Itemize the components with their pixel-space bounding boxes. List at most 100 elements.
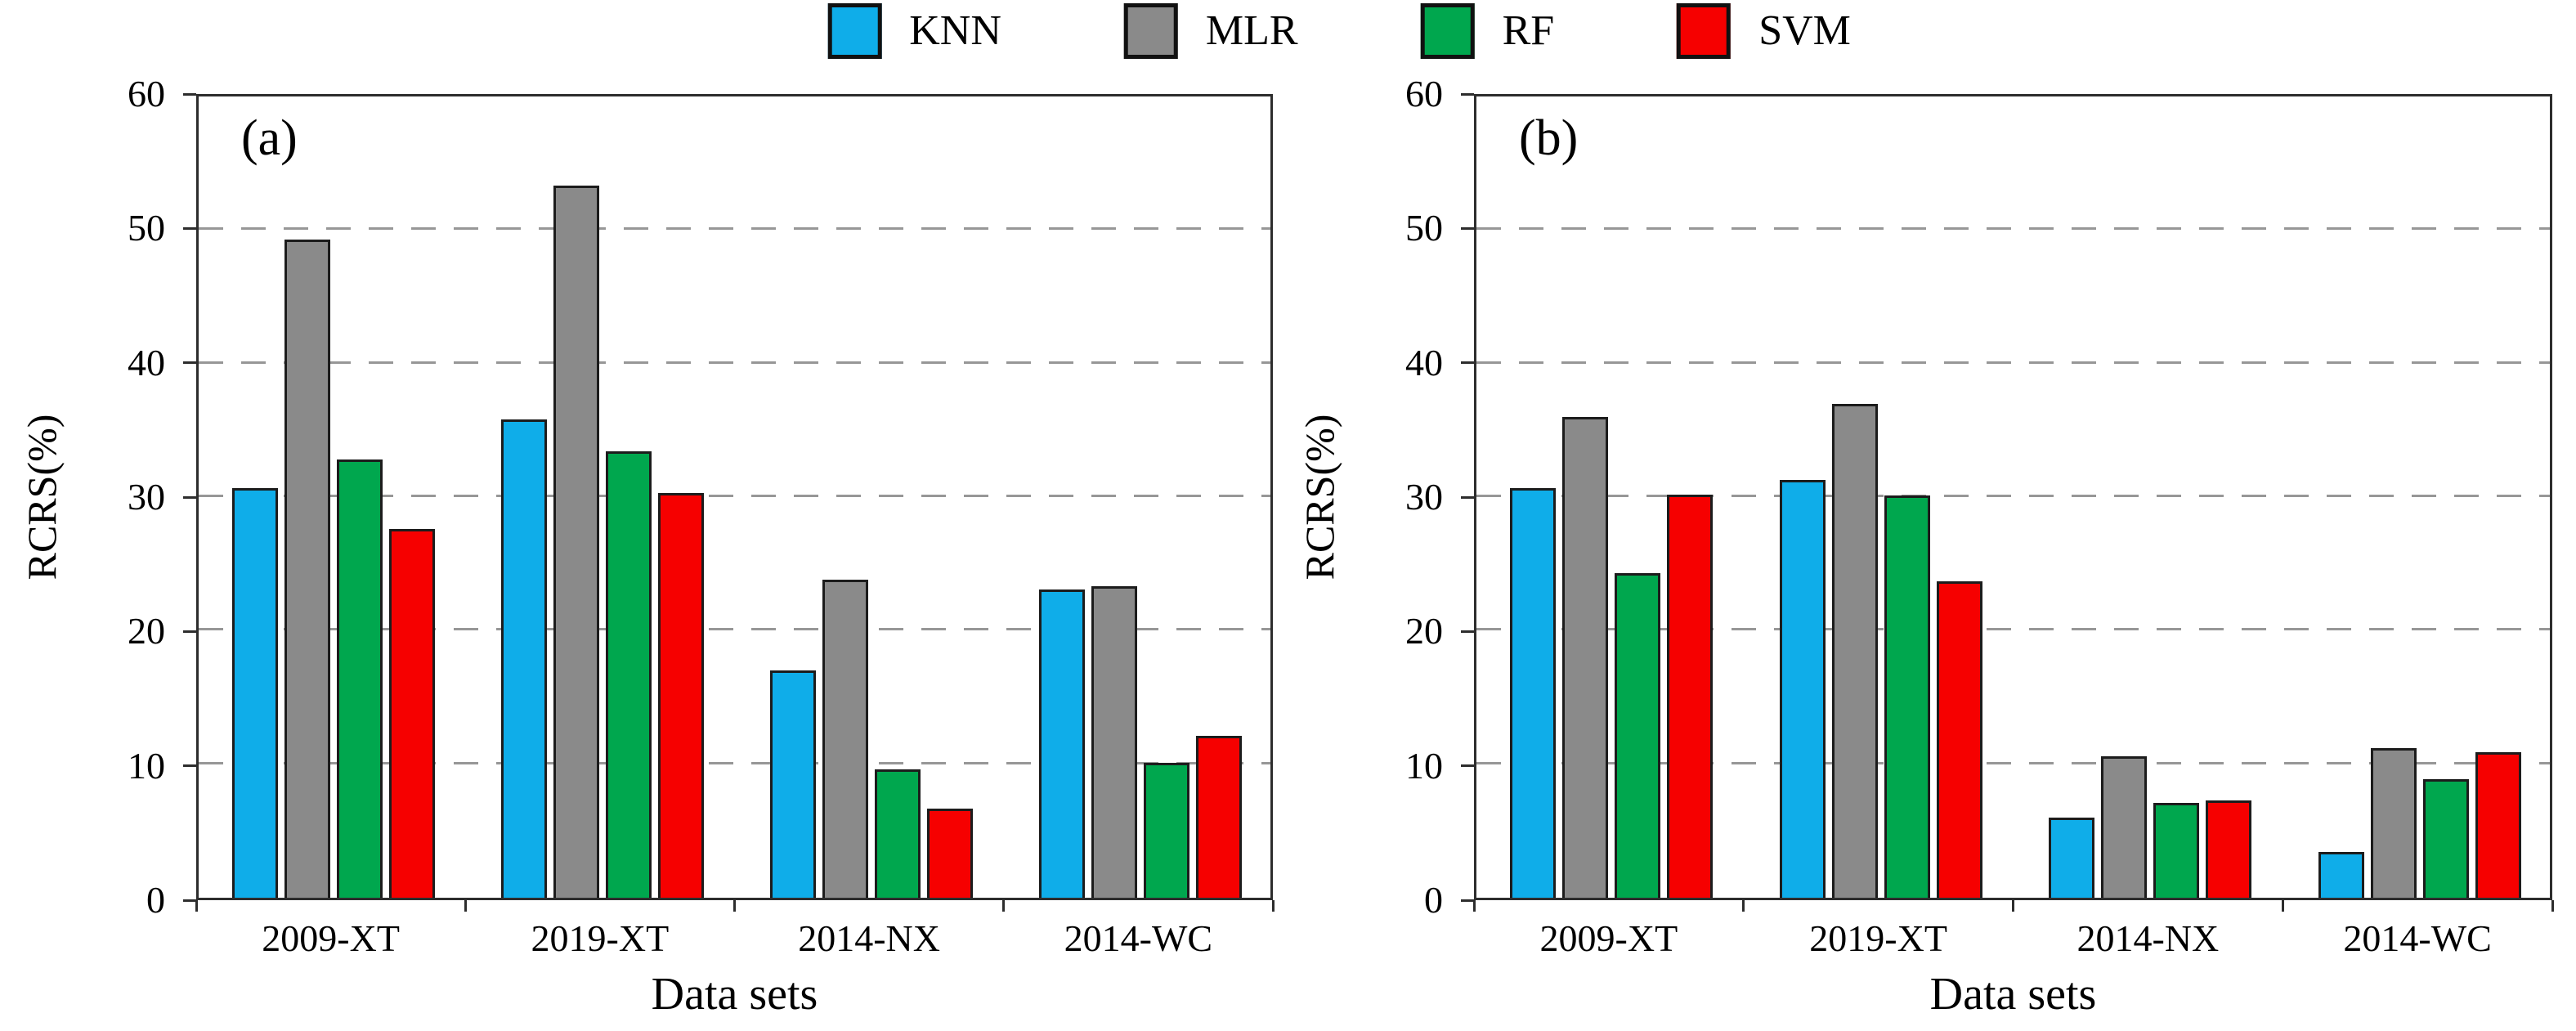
bar-knn-2014-NX — [2049, 818, 2095, 898]
y-tick-label-0: 0 — [146, 879, 165, 921]
bar-knn-2009-XT — [1509, 487, 1556, 898]
y-tick-label-10: 10 — [1405, 744, 1443, 787]
y-tick-label-40: 40 — [1405, 341, 1443, 383]
x-tick-label-2014-WC: 2014-WC — [2343, 917, 2492, 959]
plot-area-b: (b) — [1474, 94, 2552, 900]
bar-rf-2019-XT — [605, 451, 652, 898]
gridline-40 — [1476, 361, 2550, 364]
gridline-20 — [1476, 628, 2550, 631]
x-tick-4 — [2551, 900, 2554, 912]
x-tick-4 — [1271, 900, 1275, 912]
x-tick-label-2014-NX: 2014-NX — [798, 917, 940, 959]
y-tick-label-0: 0 — [1424, 879, 1443, 921]
bar-mlr-2019-XT — [553, 186, 599, 898]
x-tick-label-2009-XT: 2009-XT — [1539, 917, 1678, 959]
gridline-50 — [1476, 227, 2550, 231]
x-tick-2 — [2012, 900, 2014, 912]
bar-knn-2009-XT — [231, 487, 278, 898]
y-tick-label-20: 20 — [128, 610, 165, 652]
y-tick-10 — [1461, 764, 1474, 768]
gridline-50 — [199, 227, 1270, 231]
legend: KNN MLR RF SVM — [827, 3, 1851, 59]
bar-rf-2009-XT — [336, 459, 383, 898]
x-tick-label-2014-WC: 2014-WC — [1064, 917, 1213, 959]
legend-item-svm: SVM — [1677, 3, 1851, 59]
bar-mlr-2009-XT — [1561, 417, 1608, 898]
bar-knn-2019-XT — [1779, 479, 1826, 898]
y-tick-10 — [183, 764, 196, 768]
x-tick-label-2019-XT: 2019-XT — [1809, 917, 1947, 959]
legend-swatch-mlr — [1123, 3, 1178, 59]
plot-area-a: (a) — [196, 94, 1273, 900]
y-tick-0 — [1461, 899, 1474, 902]
bar-knn-2014-WC — [2318, 852, 2365, 898]
x-tick-label-2014-NX: 2014-NX — [2076, 917, 2220, 959]
gridline-20 — [199, 628, 1270, 631]
legend-item-rf: RF — [1420, 3, 1555, 59]
bar-svm-2014-NX — [2206, 800, 2252, 898]
bar-svm-2014-WC — [1196, 736, 1243, 898]
x-tick-1 — [1742, 900, 1745, 912]
gridline-10 — [1476, 761, 2550, 764]
y-tick-label-30: 30 — [1405, 476, 1443, 518]
y-tick-label-60: 60 — [1405, 73, 1443, 114]
y-tick-60 — [183, 92, 196, 96]
y-axis-title: RCRS(%) — [1297, 414, 1342, 580]
panel-label: (b) — [1519, 110, 1579, 166]
y-tick-30 — [1461, 495, 1474, 499]
y-tick-label-30: 30 — [128, 476, 165, 518]
x-tick-0 — [1472, 900, 1476, 912]
gridline-10 — [199, 761, 1270, 764]
x-tick-3 — [2281, 900, 2284, 912]
y-tick-50 — [183, 226, 196, 230]
y-tick-0 — [183, 899, 196, 902]
bar-svm-2014-NX — [927, 808, 974, 898]
legend-swatch-knn — [827, 3, 882, 59]
y-tick-30 — [183, 495, 196, 499]
x-axis-title: Data sets — [651, 969, 818, 1020]
y-tick-label-50: 50 — [128, 207, 165, 249]
gridline-40 — [199, 361, 1270, 364]
legend-label: RF — [1502, 7, 1555, 54]
bar-mlr-2014-NX — [2101, 755, 2148, 898]
x-tick-label-2019-XT: 2019-XT — [531, 917, 670, 959]
bar-rf-2014-NX — [2153, 803, 2200, 898]
y-axis-title: RCRS(%) — [19, 414, 65, 580]
bar-rf-2014-WC — [1144, 763, 1190, 898]
legend-item-mlr: MLR — [1123, 3, 1298, 59]
y-tick-20 — [1461, 630, 1474, 633]
y-tick-label-60: 60 — [128, 73, 165, 114]
y-tick-label-40: 40 — [128, 341, 165, 383]
bar-svm-2019-XT — [1936, 580, 1982, 898]
x-tick-0 — [195, 900, 198, 912]
legend-swatch-rf — [1420, 3, 1475, 59]
bar-rf-2014-NX — [875, 769, 921, 898]
gridline-30 — [199, 495, 1270, 497]
legend-swatch-svm — [1677, 3, 1732, 59]
y-tick-20 — [183, 630, 196, 633]
bar-svm-2019-XT — [657, 493, 704, 898]
bar-knn-2014-NX — [770, 670, 817, 898]
y-tick-label-10: 10 — [128, 744, 165, 787]
bar-svm-2014-WC — [2475, 751, 2522, 898]
panel-label: (a) — [241, 110, 298, 166]
bar-mlr-2009-XT — [284, 239, 330, 898]
bar-mlr-2014-WC — [1091, 586, 1138, 898]
bar-svm-2009-XT — [1666, 494, 1713, 898]
x-tick-3 — [1002, 900, 1006, 912]
legend-item-knn: KNN — [827, 3, 1001, 59]
bar-mlr-2014-NX — [822, 580, 869, 898]
bar-rf-2019-XT — [1884, 495, 1930, 898]
bar-rf-2009-XT — [1614, 573, 1660, 898]
y-tick-label-50: 50 — [1405, 207, 1443, 249]
bar-knn-2014-WC — [1039, 589, 1086, 898]
y-tick-40 — [1461, 361, 1474, 365]
bar-svm-2009-XT — [388, 529, 435, 898]
legend-label: MLR — [1205, 7, 1298, 54]
y-tick-label-20: 20 — [1405, 610, 1443, 652]
x-tick-2 — [733, 900, 736, 912]
bar-mlr-2019-XT — [1831, 403, 1878, 898]
gridline-30 — [1476, 495, 2550, 497]
legend-label: KNN — [909, 7, 1001, 54]
